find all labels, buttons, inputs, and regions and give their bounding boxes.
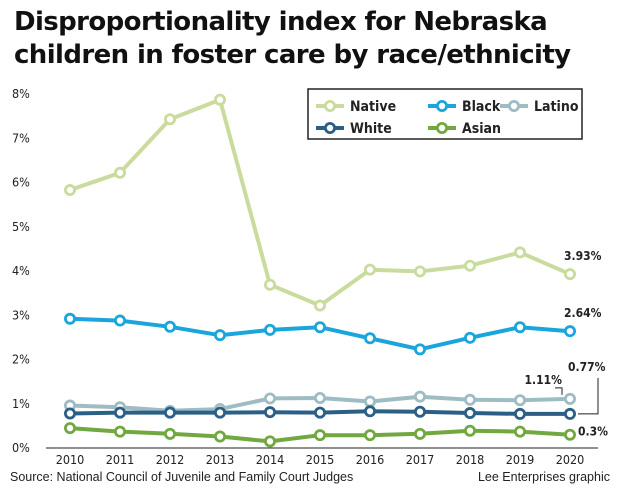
data-point-native	[514, 246, 527, 259]
end-label-asian: 0.3%	[578, 425, 608, 439]
chart-title-line-1: Disproportionality index for Nebraska	[14, 7, 548, 37]
end-label-white: 0.77%	[568, 360, 606, 374]
legend-label-asian: Asian	[462, 121, 501, 137]
data-point-black	[263, 323, 276, 336]
end-label-native: 3.93%	[564, 249, 602, 263]
legend-label-black: Black	[462, 99, 501, 115]
data-point-asian	[463, 424, 476, 437]
y-tick-label: 7%	[12, 130, 30, 145]
data-point-white	[564, 407, 577, 420]
x-tick-label: 2011	[106, 452, 135, 467]
data-point-black	[564, 325, 577, 338]
data-point-native	[114, 166, 127, 179]
data-point-asian	[213, 430, 226, 443]
data-point-asian	[313, 429, 326, 442]
data-point-native	[463, 259, 476, 272]
data-point-native	[263, 278, 276, 291]
data-point-native	[163, 113, 176, 126]
data-point-latino	[514, 394, 527, 407]
data-point-white	[64, 407, 77, 420]
series-lines	[64, 93, 577, 448]
legend-swatch-point-asian	[435, 122, 448, 135]
data-point-black	[313, 321, 326, 334]
y-tick-label: 0%	[12, 440, 30, 455]
data-point-black	[514, 321, 527, 334]
end-label-black: 2.64%	[564, 306, 602, 320]
data-point-asian	[514, 425, 527, 438]
data-point-asian	[64, 422, 77, 435]
data-point-asian	[363, 429, 376, 442]
legend-swatch-point-native	[323, 100, 336, 113]
data-point-black	[163, 320, 176, 333]
x-tick-label: 2016	[356, 452, 385, 467]
legend-swatch-point-white	[323, 122, 336, 135]
data-point-black	[463, 331, 476, 344]
data-point-white	[263, 406, 276, 419]
data-point-asian	[263, 435, 276, 448]
data-point-black	[413, 343, 426, 356]
x-tick-label: 2014	[256, 452, 285, 467]
chart-title: Disproportionality index for Nebraska ch…	[14, 6, 614, 72]
x-tick-label: 2015	[306, 452, 335, 467]
data-point-native	[64, 184, 77, 197]
data-point-white	[514, 407, 527, 420]
credit-note: Lee Enterprises graphic	[477, 470, 610, 484]
x-tick-label: 2012	[156, 452, 185, 467]
legend-label-latino: Latino	[534, 99, 579, 115]
data-point-latino	[564, 392, 577, 405]
axes: 2010 2011 2012 2013 2014 2015 2016 2017 2018 2019…	[12, 86, 598, 467]
legend-swatch-point-latino	[507, 100, 520, 113]
data-point-latino	[313, 391, 326, 404]
legend: Native Black Latino White Asian	[307, 88, 583, 140]
data-point-asian	[114, 425, 127, 438]
x-tick-label: 2019	[506, 452, 535, 467]
y-tick-label: 4%	[12, 263, 30, 278]
y-tick-label: 6%	[12, 175, 30, 190]
legend-label-native: Native	[350, 99, 396, 115]
data-point-white	[313, 406, 326, 419]
data-point-white	[413, 405, 426, 418]
data-point-white	[163, 406, 176, 419]
data-point-white	[463, 407, 476, 420]
data-point-black	[64, 312, 77, 325]
data-point-native	[363, 263, 376, 276]
end-label-latino: 1.11%	[525, 373, 563, 387]
x-tick-label: 2010	[56, 452, 85, 467]
data-point-latino	[263, 392, 276, 405]
y-tick-label: 2%	[12, 352, 30, 367]
x-tick-label: 2017	[406, 452, 435, 467]
x-tick-label: 2013	[206, 452, 235, 467]
data-point-latino	[363, 395, 376, 408]
data-point-latino	[463, 393, 476, 406]
end-labels: 3.93% 2.64% 1.11% 0.77% 0.3%	[525, 249, 609, 439]
data-point-black	[213, 329, 226, 342]
data-point-white	[363, 405, 376, 418]
source-note: Source: National Council of Juvenile and…	[10, 470, 354, 484]
x-tick-label: 2018	[456, 452, 485, 467]
legend-swatch-point-black	[435, 100, 448, 113]
data-point-asian	[163, 427, 176, 440]
data-point-native	[213, 93, 226, 106]
y-tick-label: 5%	[12, 219, 30, 234]
leader-line-latino	[555, 387, 563, 395]
data-point-latino	[413, 390, 426, 403]
data-point-asian	[564, 428, 577, 441]
x-tick-label: 2020	[556, 452, 585, 467]
data-point-asian	[413, 427, 426, 440]
data-point-white	[213, 406, 226, 419]
leader-line-white	[578, 378, 599, 415]
chart-title-line-2: children in foster care by race/ethnicit…	[14, 40, 571, 70]
y-tick-label: 3%	[12, 307, 30, 322]
data-point-black	[114, 314, 127, 327]
data-point-native	[413, 265, 426, 278]
legend-label-white: White	[350, 121, 392, 137]
data-point-black	[363, 332, 376, 345]
y-tick-label: 1%	[12, 396, 30, 411]
y-tick-label: 8%	[12, 86, 30, 101]
data-point-native	[564, 268, 577, 281]
data-point-white	[114, 406, 127, 419]
data-point-native	[313, 299, 326, 312]
